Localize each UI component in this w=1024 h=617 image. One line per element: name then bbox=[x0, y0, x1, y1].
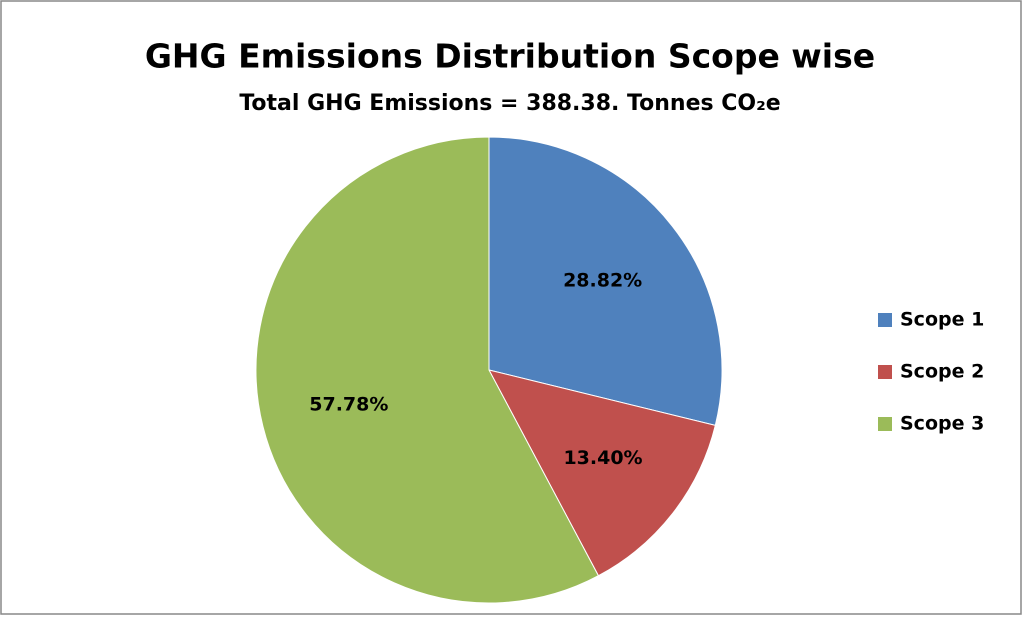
data-label: 57.78% bbox=[309, 393, 388, 415]
pie-slice bbox=[255, 136, 600, 604]
legend-swatch bbox=[878, 417, 892, 431]
chart-title: GHG Emissions Distribution Scope wise bbox=[145, 37, 875, 76]
legend-label: Scope 3 bbox=[900, 413, 984, 435]
pie-slice bbox=[488, 136, 723, 426]
data-label: 13.40% bbox=[563, 447, 642, 469]
legend-swatch bbox=[878, 365, 892, 379]
data-label: 28.82% bbox=[563, 269, 642, 291]
pie-slice bbox=[488, 369, 716, 577]
chart-subtitle: Total GHG Emissions = 388.38. Tonnes CO₂… bbox=[239, 91, 780, 116]
legend-label: Scope 2 bbox=[900, 361, 984, 383]
legend-swatch bbox=[878, 313, 892, 327]
legend-label: Scope 1 bbox=[900, 309, 984, 331]
